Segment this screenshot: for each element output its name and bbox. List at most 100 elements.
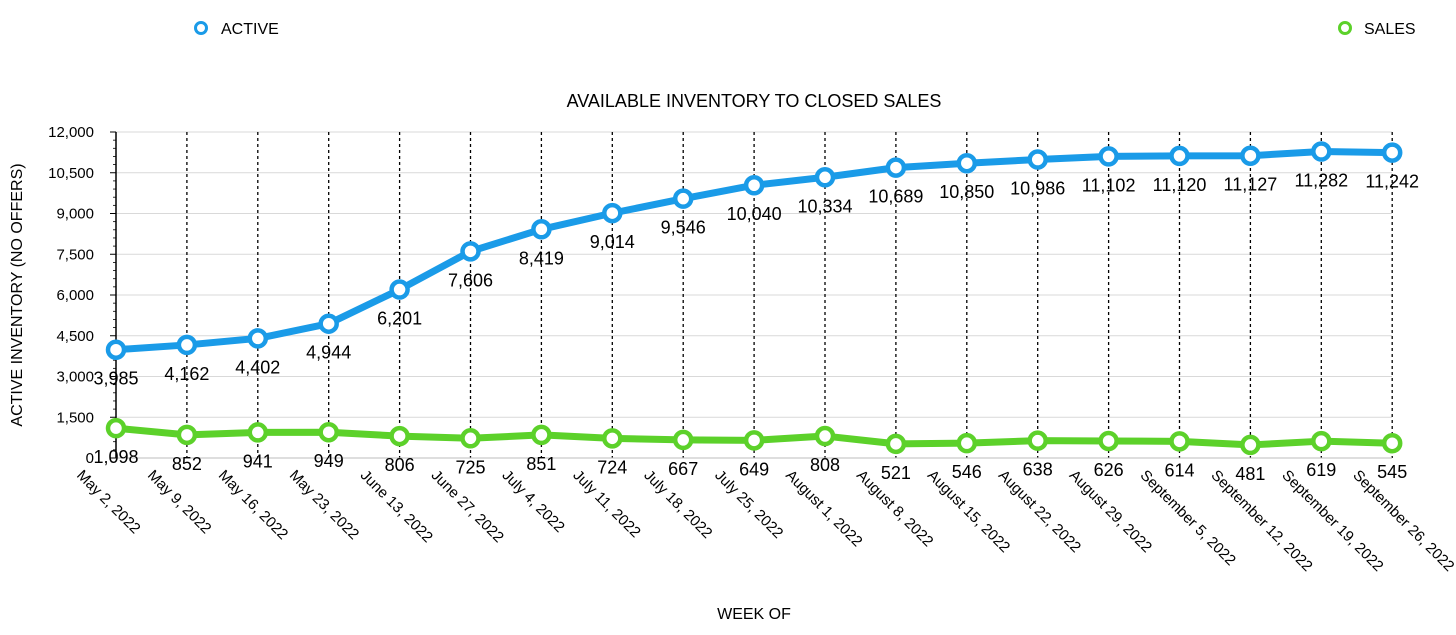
data-point-sales bbox=[672, 429, 694, 451]
x-tick-label: May 2, 2022 bbox=[73, 467, 143, 537]
data-point-active bbox=[460, 241, 481, 262]
data-label-active: 9,014 bbox=[590, 232, 635, 252]
data-point-sales bbox=[531, 424, 552, 446]
data-point-active bbox=[318, 313, 339, 334]
data-label-active: 10,040 bbox=[727, 204, 782, 224]
data-point-active bbox=[814, 167, 836, 188]
data-point-sales bbox=[1311, 430, 1332, 452]
data-label-active: 11,127 bbox=[1224, 175, 1278, 195]
data-point-active bbox=[247, 328, 269, 349]
data-point-active bbox=[885, 157, 907, 178]
data-point-active bbox=[1311, 141, 1332, 162]
y-axis-label: ACTIVE INVENTORY (NO OFFERS) bbox=[9, 163, 26, 426]
data-label-sales: 852 bbox=[172, 454, 202, 474]
y-tick-label: 6,000 bbox=[56, 287, 94, 304]
data-point-active bbox=[1027, 149, 1048, 170]
data-point-active bbox=[956, 152, 978, 174]
data-point-sales bbox=[176, 424, 198, 446]
data-label-sales: 638 bbox=[1023, 460, 1053, 480]
x-tick-label: August 1, 2022 bbox=[782, 467, 865, 550]
x-tick-label: May 9, 2022 bbox=[144, 467, 214, 537]
data-point-sales bbox=[885, 433, 907, 455]
data-point-sales bbox=[389, 425, 410, 447]
data-point-sales bbox=[814, 425, 836, 447]
data-label-active: 10,850 bbox=[939, 182, 994, 202]
data-label-sales: 521 bbox=[881, 463, 911, 483]
data-point-sales bbox=[1027, 430, 1048, 451]
data-label-active: 11,102 bbox=[1082, 175, 1136, 195]
data-label-sales: 649 bbox=[739, 459, 769, 479]
y-tick-label: 9,000 bbox=[56, 206, 94, 223]
data-label-active: 11,120 bbox=[1153, 175, 1207, 195]
data-label-sales: 546 bbox=[952, 462, 982, 482]
data-point-active bbox=[1381, 142, 1403, 163]
data-point-sales bbox=[318, 421, 339, 443]
data-label-active: 10,334 bbox=[797, 196, 852, 216]
x-axis-label: WEEK OF bbox=[717, 606, 791, 623]
data-label-active: 8,419 bbox=[519, 248, 564, 268]
data-point-active bbox=[602, 202, 623, 224]
data-point-sales bbox=[1240, 434, 1261, 456]
plot-area: 0 1,500 3,000 4,500 6,000 7,500 9,000 10,500 12,… bbox=[48, 124, 1456, 575]
data-point-sales bbox=[1098, 430, 1119, 452]
data-point-active bbox=[389, 279, 410, 300]
chart-title: AVAILABLE INVENTORY TO CLOSED SALES bbox=[567, 91, 942, 111]
data-point-sales bbox=[1169, 431, 1190, 452]
data-label-sales: 851 bbox=[526, 454, 556, 474]
legend-item-sales[interactable]: SALES bbox=[1338, 21, 1416, 38]
data-point-sales bbox=[105, 417, 127, 439]
data-point-active bbox=[1169, 145, 1190, 167]
data-label-sales: 619 bbox=[1306, 460, 1336, 480]
data-point-sales bbox=[1381, 432, 1403, 454]
data-label-sales: 614 bbox=[1164, 460, 1194, 480]
data-label-active: 11,282 bbox=[1294, 171, 1348, 191]
x-tick-label: July 4, 2022 bbox=[499, 467, 568, 536]
data-label-sales: 481 bbox=[1235, 464, 1265, 484]
data-point-active bbox=[672, 188, 694, 209]
legend-item-active[interactable]: ACTIVE bbox=[194, 21, 279, 38]
data-label-active: 10,689 bbox=[868, 187, 923, 207]
data-point-sales bbox=[460, 428, 481, 449]
x-tick-label: July 11, 2022 bbox=[569, 467, 643, 541]
data-point-sales bbox=[956, 432, 978, 454]
legend-marker-sales bbox=[1338, 21, 1352, 35]
y-tick-label: 10,500 bbox=[48, 165, 94, 182]
legend-label-active: ACTIVE bbox=[221, 21, 279, 38]
data-label-sales: 667 bbox=[668, 459, 698, 479]
data-point-active bbox=[531, 219, 552, 240]
y-tick-label: 0 bbox=[86, 450, 94, 467]
data-label-sales: 545 bbox=[1377, 462, 1407, 482]
data-label-sales: 626 bbox=[1094, 460, 1124, 480]
data-point-sales bbox=[743, 430, 765, 451]
data-label-active: 4,162 bbox=[164, 364, 209, 384]
data-point-active bbox=[1098, 146, 1119, 167]
data-point-active bbox=[1240, 145, 1261, 166]
data-point-active bbox=[743, 174, 765, 196]
data-point-sales bbox=[247, 422, 269, 443]
y-tick-label: 4,500 bbox=[56, 328, 94, 345]
data-label-active: 4,402 bbox=[235, 357, 280, 377]
data-label-sales: 724 bbox=[597, 457, 627, 477]
y-tick-label: 12,000 bbox=[48, 124, 94, 141]
data-label-sales: 1,098 bbox=[93, 447, 138, 467]
x-tick-label: May 16, 2022 bbox=[215, 467, 291, 543]
data-label-sales: 808 bbox=[810, 455, 840, 475]
data-label-active: 9,546 bbox=[661, 218, 706, 238]
y-tick-label: 3,000 bbox=[56, 369, 94, 386]
data-point-sales bbox=[602, 428, 623, 449]
data-label-sales: 806 bbox=[385, 455, 415, 475]
data-label-active: 4,944 bbox=[306, 343, 351, 363]
x-tick-label: May 23, 2022 bbox=[286, 467, 362, 543]
data-label-sales: 949 bbox=[314, 451, 344, 471]
legend-label-sales: SALES bbox=[1364, 21, 1416, 38]
data-label-active: 7,606 bbox=[448, 270, 493, 290]
x-tick-label: June 13, 2022 bbox=[357, 467, 436, 546]
data-point-active bbox=[176, 334, 198, 356]
y-tick-label: 1,500 bbox=[56, 409, 94, 426]
data-point-active bbox=[105, 339, 127, 360]
y-tick-label: 7,500 bbox=[56, 246, 94, 263]
data-label-sales: 725 bbox=[455, 457, 485, 477]
data-label-sales: 941 bbox=[243, 451, 273, 471]
